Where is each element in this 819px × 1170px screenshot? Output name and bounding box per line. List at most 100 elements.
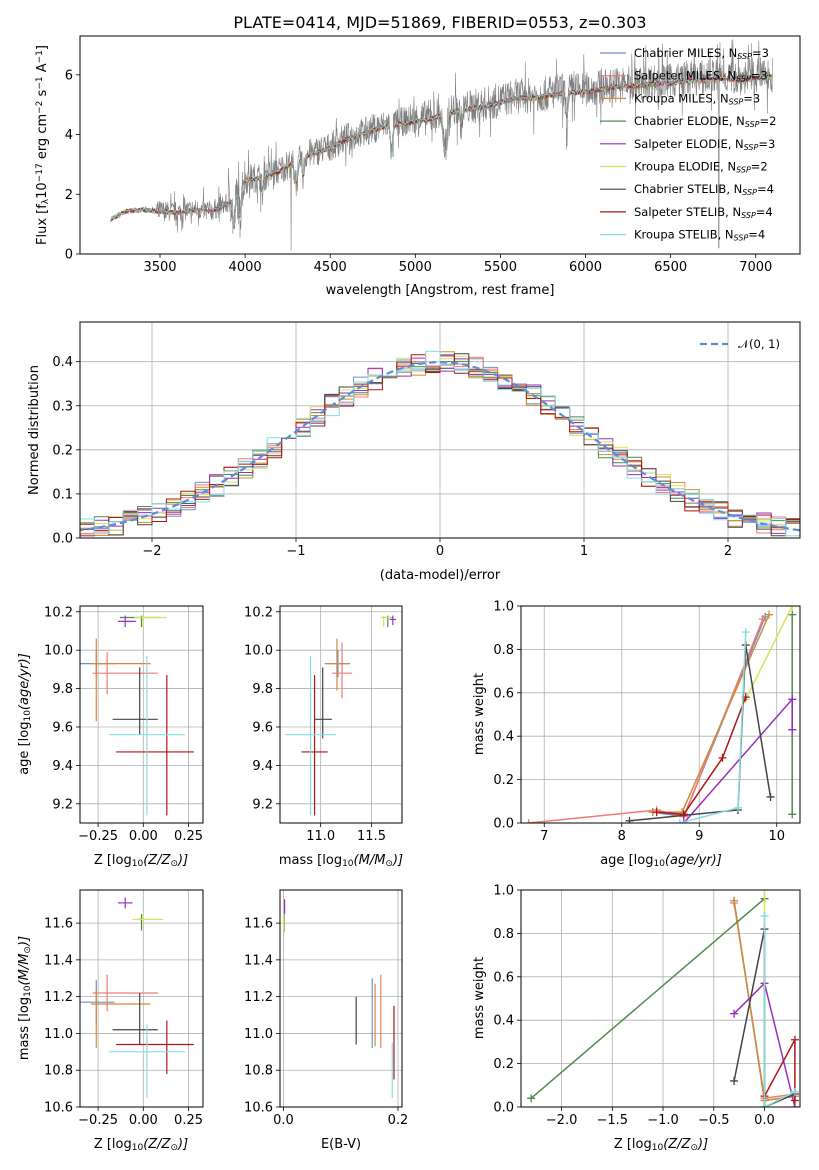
legend-entry: Kroupa STELIB, NSSP=4 <box>634 228 765 243</box>
weight-marker <box>788 725 797 734</box>
weight-line-8 <box>656 696 747 816</box>
weight-line-6 <box>745 606 793 700</box>
x-tick-label: −0.25 <box>78 829 118 844</box>
y-tick-label: 9.6 <box>252 720 273 735</box>
x-tick-label: 0.2 <box>388 1113 409 1128</box>
errorbar-point-7 <box>112 992 158 1045</box>
grid-weight-vs-Z <box>521 889 800 1108</box>
y-tick-label: 11.2 <box>244 990 273 1005</box>
axes-mass-vs-Z: −0.25 0.00 0.25 10.6 10.8 11.0 11.2 11.4 11.6 <box>44 889 204 1128</box>
x-tick-label: 8 <box>618 829 626 844</box>
y-axis-label: mass weight <box>472 957 487 1039</box>
x-axis-label: mass [log10(M/M⊙)] <box>279 853 403 869</box>
weight-marker <box>766 792 775 801</box>
y-tick-label: 11.2 <box>44 990 73 1005</box>
x-tick-label: −2.0 <box>546 1113 578 1128</box>
chart-title: PLATE=0414, MJD=51869, FIBERID=0553, z=0… <box>233 13 646 32</box>
x-tick-label: 4500 <box>314 260 347 275</box>
x-axis-label: wavelength [Angstrom, rest frame] <box>326 283 555 298</box>
y-tick-label: 10.6 <box>44 1101 73 1116</box>
x-tick-label: 2 <box>724 544 732 559</box>
axes-mass-vs-EBV: 0.0 0.2 10.6 10.8 11.0 11.2 11.4 11.6 <box>244 889 409 1128</box>
legend-entry: Chabrier STELIB, NSSP=4 <box>634 182 774 197</box>
x-tick-label: 6500 <box>654 260 687 275</box>
axes-frame <box>79 889 204 1108</box>
y-tick-label: 9.6 <box>52 720 73 735</box>
y-axis-label: mass [log10(M/M⊙)] <box>17 936 33 1060</box>
plot-area-age-vs-Z <box>80 615 194 816</box>
y-tick-label: 0.2 <box>493 1057 514 1072</box>
errorbar-point-2 <box>92 974 158 1012</box>
errorbar-point-3 <box>324 638 350 691</box>
legend-entry: 𝒩(0, 1) <box>738 337 780 351</box>
errorbar-point-3 <box>90 989 151 1049</box>
axes-frame <box>79 35 801 255</box>
legend-entry: Kroupa MILES, NSSP=3 <box>634 91 760 106</box>
y-axis-label: Normed distribution <box>27 365 42 495</box>
x-tick-label: 0 <box>436 544 444 559</box>
x-tick-label: 6000 <box>569 260 602 275</box>
errorbar-point-7 <box>314 667 332 739</box>
y-tick-label: 2 <box>65 188 73 203</box>
errorbar-point-9 <box>285 655 336 816</box>
legend-entry: Salpeter STELIB, NSSP=4 <box>634 205 773 220</box>
y-tick-label: 0.8 <box>493 643 514 658</box>
y-tick-label: 10.2 <box>44 605 73 620</box>
weight-line-4 <box>530 898 765 1099</box>
y-tick-label: 11.4 <box>244 953 273 968</box>
x-axis-label: E(B-V) <box>321 1137 361 1152</box>
y-tick-label: 0.3 <box>52 399 73 414</box>
x-tick-label: −0.5 <box>698 1113 730 1128</box>
x-axis-label: Z [log10(Z/Z⊙)] <box>614 1137 708 1153</box>
legend-entry: Kroupa ELODIE, NSSP=2 <box>634 160 768 175</box>
weight-marker <box>741 628 750 637</box>
y-tick-label: 0.4 <box>52 355 73 370</box>
grid-mass-vs-Z <box>80 890 203 1108</box>
x-tick-label: −1 <box>286 544 305 559</box>
x-tick-label: 11.5 <box>357 829 386 844</box>
x-tick-label: 1 <box>580 544 588 559</box>
normal-curve <box>80 360 800 532</box>
errorbar-point-6 <box>380 615 392 628</box>
axes-age-vs-Z: −0.25 0.00 0.25 9.2 9.4 9.6 9.8 10.0 10.2 <box>44 605 204 844</box>
x-tick-label: 3500 <box>143 260 176 275</box>
errorbar-point-5 <box>389 615 396 626</box>
weight-marker <box>790 1035 799 1044</box>
weight-marker <box>760 912 769 921</box>
plot-area-age-vs-mass <box>285 615 396 816</box>
weight-marker <box>679 819 688 823</box>
weight-marker <box>730 1076 739 1085</box>
model-spectrum-9 <box>110 73 773 228</box>
errorbar-point-8 <box>116 1020 194 1074</box>
weight-marker <box>788 695 797 704</box>
weight-line-3 <box>652 614 770 813</box>
x-tick-label: −1.0 <box>647 1113 679 1128</box>
y-tick-label: 0.6 <box>493 970 514 985</box>
y-tick-label: 0.0 <box>493 1101 514 1116</box>
weight-marker <box>790 1087 799 1096</box>
y-tick-label: 10.8 <box>44 1064 73 1079</box>
errorbar-point-5 <box>117 615 137 628</box>
legend: Chabrier MILES, NSSP=3 Salpeter MILES, NS… <box>600 46 776 243</box>
y-tick-label: 0.0 <box>52 532 73 547</box>
y-tick-label: 9.4 <box>252 759 273 774</box>
y-tick-label: 6 <box>65 68 73 83</box>
y-tick-label: 10.8 <box>244 1064 273 1079</box>
y-tick-label: 4 <box>65 128 73 143</box>
y-tick-label: 9.4 <box>52 759 73 774</box>
errorbar-point-6 <box>134 615 167 628</box>
weight-marker <box>765 610 773 619</box>
axes-frame <box>79 321 801 539</box>
x-tick-label: 0.0 <box>273 1113 294 1128</box>
y-tick-label: 10.6 <box>244 1101 273 1116</box>
errorbar-point-2 <box>331 642 353 699</box>
x-tick-label: 0.25 <box>174 829 203 844</box>
y-tick-label: 0 <box>65 248 73 263</box>
plot-area-mass-vs-Z <box>80 897 194 1098</box>
y-tick-label: 0.2 <box>493 773 514 788</box>
errorbar-point-6 <box>132 913 164 925</box>
y-tick-label: 0.4 <box>493 1014 514 1029</box>
weight-marker <box>524 819 533 823</box>
weight-marker <box>527 1094 536 1103</box>
